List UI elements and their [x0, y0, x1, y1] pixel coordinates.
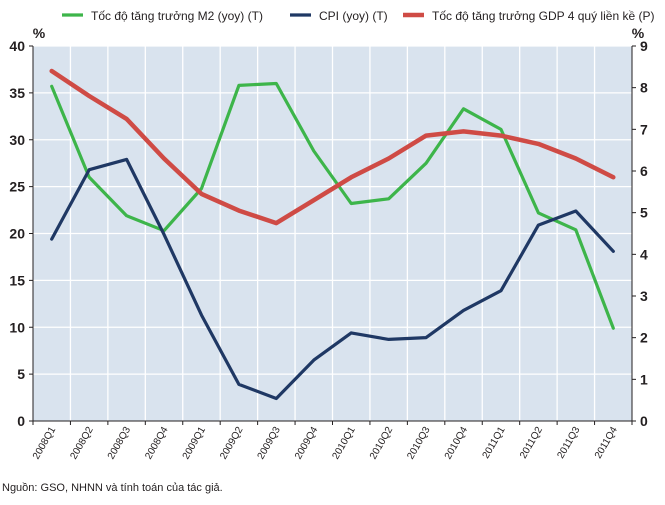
right-axis-tick-label: 1	[640, 371, 648, 387]
right-axis-tick-label: 8	[640, 80, 648, 96]
legend-label: Tốc độ tăng trưởng GDP 4 quý liền kề (P)	[432, 9, 654, 23]
x-axis-tick-label: 2010Q3	[405, 425, 433, 462]
source-note: Nguồn: GSO, NHNN và tính toán của tác gi…	[2, 482, 223, 494]
left-axis-tick-label: 15	[9, 272, 25, 288]
series-line	[49, 68, 616, 226]
x-axis-tick-label: 2009Q2	[218, 425, 246, 462]
x-axis-tick-label: 2010Q4	[443, 425, 471, 462]
left-axis-unit: %	[33, 25, 46, 41]
right-axis-tick-label: 7	[640, 121, 648, 137]
x-axis-tick-label: 2010Q1	[330, 425, 358, 462]
left-axis-tick-label: 30	[9, 132, 25, 148]
x-axis-tick-label: 2008Q1	[31, 425, 59, 462]
legend: Tốc độ tăng trưởng M2 (yoy) (T) CPI (yoy)…	[62, 9, 654, 23]
x-axis-tick-label: 2008Q4	[143, 425, 171, 462]
left-axis-tick-label: 10	[9, 319, 25, 335]
left-axis-tick-label: 0	[17, 413, 25, 429]
x-axis-tick-label: 2009Q1	[181, 425, 209, 462]
right-axis-tick-label: 9	[640, 38, 648, 54]
right-axis-tick-label: 6	[640, 163, 648, 179]
x-axis-tick-label: 2009Q3	[256, 425, 284, 462]
series-line	[50, 157, 615, 401]
right-axis-unit: %	[632, 25, 645, 41]
legend-label: CPI (yoy) (T)	[319, 9, 388, 23]
right-axis-tick-label: 2	[640, 330, 648, 346]
x-axis-tick-label: 2011Q4	[593, 425, 620, 461]
right-axis-tick-label: 4	[640, 246, 648, 262]
x-axis-tick-label: 2008Q3	[106, 425, 134, 462]
right-axis-tick-label: 3	[640, 288, 648, 304]
right-axis-tick-label: 5	[640, 205, 648, 221]
x-axis-tick-label: 2009Q4	[293, 425, 321, 462]
x-axis-tick-label: 2011Q3	[555, 425, 582, 461]
left-axis-tick-label: 35	[9, 85, 25, 101]
x-axis-tick-label: 2011Q2	[518, 425, 545, 461]
x-axis-tick-label: 2010Q2	[368, 425, 396, 462]
left-axis-tick-label: 25	[9, 179, 25, 195]
right-axis-tick-label: 0	[640, 413, 648, 429]
series-lines	[49, 68, 616, 401]
series-line	[50, 81, 615, 330]
x-axis-tick-label: 2011Q1	[481, 425, 508, 461]
legend-label: Tốc độ tăng trưởng M2 (yoy) (T)	[91, 9, 263, 23]
left-axis-tick-label: 40	[9, 38, 25, 54]
x-axis-tick-label: 2008Q2	[68, 425, 96, 462]
left-axis-tick-label: 5	[17, 366, 25, 382]
left-axis-tick-label: 20	[9, 226, 25, 242]
